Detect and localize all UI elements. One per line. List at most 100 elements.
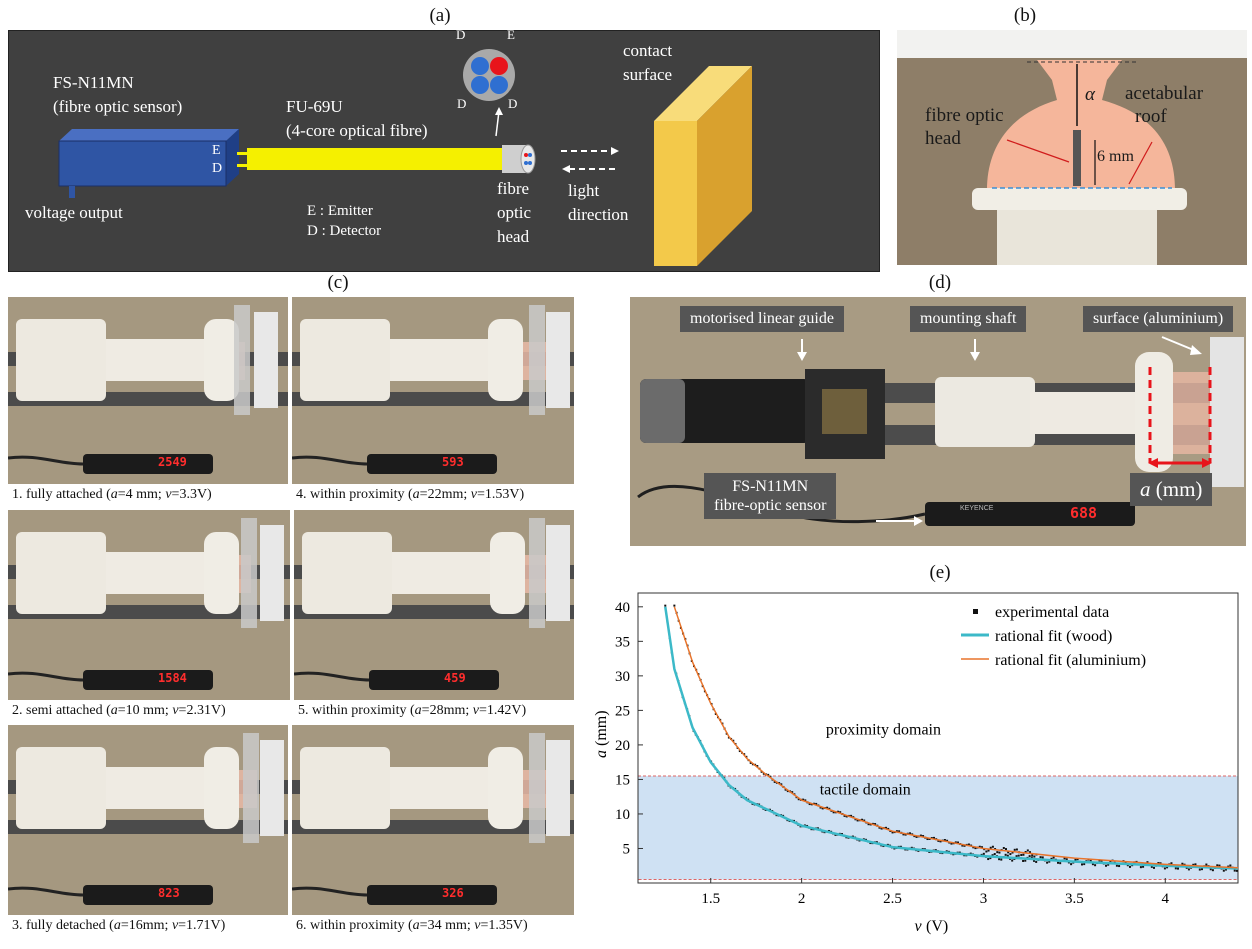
experimental-point bbox=[802, 798, 805, 801]
panel-label-b: (b) bbox=[1013, 5, 1037, 26]
experimental-point bbox=[1035, 860, 1038, 863]
sensor-amplifier bbox=[83, 454, 213, 474]
experimental-point bbox=[1004, 853, 1007, 856]
plate-bracket bbox=[546, 312, 570, 408]
x-tick-label: 3 bbox=[980, 891, 988, 907]
core-label-d2: D bbox=[457, 96, 467, 111]
experimental-point bbox=[926, 838, 929, 841]
state-photo: 1584 bbox=[8, 510, 290, 700]
experimental-point bbox=[1181, 862, 1184, 865]
contact-surface-side bbox=[697, 66, 752, 266]
sensor-desc: (fibre optic sensor) bbox=[53, 97, 183, 116]
experimental-point bbox=[819, 806, 822, 809]
sensor-tag-line-2: fibre-optic sensor bbox=[714, 497, 827, 514]
mount-flange bbox=[488, 319, 523, 401]
roof-label-2: roof bbox=[1135, 106, 1167, 127]
core-detector-3 bbox=[490, 76, 508, 94]
experimental-point bbox=[943, 839, 946, 842]
experimental-point bbox=[1006, 854, 1009, 857]
experimental-point bbox=[885, 826, 887, 829]
state-caption: 1. fully attached (a=4 mm; v=3.3V) bbox=[12, 487, 212, 503]
experimental-point bbox=[1063, 857, 1066, 860]
chart-svg: 1.5 2 2.5 3 3.5 4 5 10 15 20 25 30 35 40 v (V) a (mm) pr… bbox=[593, 592, 1239, 935]
experimental-point bbox=[1170, 862, 1173, 865]
mount-block bbox=[300, 747, 390, 829]
sensor-display: 459 bbox=[444, 671, 466, 685]
mount-block bbox=[935, 377, 1035, 447]
sensor-amplifier bbox=[367, 885, 497, 905]
experimental-point bbox=[895, 830, 898, 833]
sensor-name: FS-N11MN bbox=[53, 73, 134, 92]
mount-shaft bbox=[390, 767, 495, 809]
experimental-point bbox=[985, 850, 988, 853]
plot-frame bbox=[637, 592, 1239, 884]
experimental-point bbox=[1048, 860, 1051, 863]
experimental-point bbox=[967, 843, 970, 846]
caption-text: =1.35V) bbox=[480, 918, 528, 933]
experimental-point bbox=[991, 854, 994, 857]
core-label-d1: D bbox=[456, 27, 466, 42]
fibre-head-label-2: head bbox=[925, 128, 961, 149]
experimental-point bbox=[1015, 848, 1018, 851]
sensor-display: 823 bbox=[158, 886, 180, 900]
caption-text: =1.53V) bbox=[476, 487, 525, 502]
mount-shaft bbox=[106, 552, 211, 594]
experimental-point bbox=[987, 858, 990, 861]
tactile-domain-label: tactile domain bbox=[820, 782, 911, 799]
top-plate bbox=[897, 30, 1247, 58]
state-photo: 459 bbox=[294, 510, 574, 700]
experimental-point bbox=[762, 772, 765, 775]
contact-plate bbox=[529, 518, 545, 628]
experimental-point bbox=[933, 836, 935, 839]
experimental-point bbox=[780, 783, 783, 786]
sensor-cable bbox=[294, 671, 370, 682]
experimental-point bbox=[937, 839, 940, 842]
y-axis-label-unit: (mm) bbox=[593, 710, 610, 750]
caption-text: 1. fully attached ( bbox=[12, 487, 111, 502]
contact-plate bbox=[241, 518, 257, 628]
sensor-display: 1584 bbox=[158, 671, 187, 685]
experimental-point bbox=[989, 857, 992, 860]
fibre-name: FU-69U bbox=[286, 97, 343, 116]
experimental-point bbox=[891, 831, 894, 834]
alpha-label: α bbox=[1085, 84, 1095, 105]
head-label-1: fibre bbox=[497, 179, 530, 198]
legend-label-wood: rational fit (wood) bbox=[995, 628, 1112, 645]
mount-shaft bbox=[392, 552, 497, 594]
experimental-point bbox=[1089, 860, 1092, 863]
roof-label-1: acetabular bbox=[1125, 83, 1204, 104]
experimental-point bbox=[1030, 856, 1033, 859]
caption-text: =1.42V) bbox=[478, 703, 527, 718]
experimental-point bbox=[1070, 863, 1073, 866]
caption-variable: v bbox=[470, 487, 477, 502]
experimental-point bbox=[1024, 859, 1027, 862]
plate-bracket bbox=[546, 525, 570, 621]
experimental-point bbox=[1201, 868, 1203, 871]
experimental-point bbox=[1081, 863, 1083, 866]
caption-text: =4 mm; bbox=[117, 487, 166, 502]
a-unit: (mm) bbox=[1150, 477, 1203, 501]
experimental-point bbox=[1011, 859, 1014, 862]
experimental-point bbox=[1011, 851, 1014, 854]
head-detector-dot bbox=[528, 161, 532, 165]
experimental-point bbox=[1216, 864, 1219, 867]
voltage-pin bbox=[69, 186, 75, 198]
experimental-point bbox=[878, 826, 881, 829]
state-caption: 4. within proximity (a=22mm; v=1.53V) bbox=[296, 487, 524, 503]
mount-flange bbox=[490, 532, 525, 614]
six-mm-label: 6 mm bbox=[1097, 148, 1134, 165]
experimental-point bbox=[1046, 861, 1049, 864]
experimental-point bbox=[1153, 866, 1155, 869]
experimental-point bbox=[749, 761, 752, 764]
port-e-pin bbox=[237, 152, 247, 155]
experimental-point bbox=[839, 811, 842, 814]
experimental-point bbox=[1076, 858, 1079, 861]
mount-block bbox=[16, 319, 106, 401]
experimental-point bbox=[850, 814, 853, 817]
mount-flange bbox=[204, 747, 239, 829]
light-arrow-in-head bbox=[562, 165, 570, 173]
experimental-point bbox=[1150, 865, 1153, 868]
experimental-point bbox=[1028, 855, 1031, 858]
proximity-domain-label: proximity domain bbox=[826, 722, 941, 739]
sensor-schematic: FS-N11MN (fibre optic sensor) FU-69U (4-… bbox=[8, 27, 880, 272]
